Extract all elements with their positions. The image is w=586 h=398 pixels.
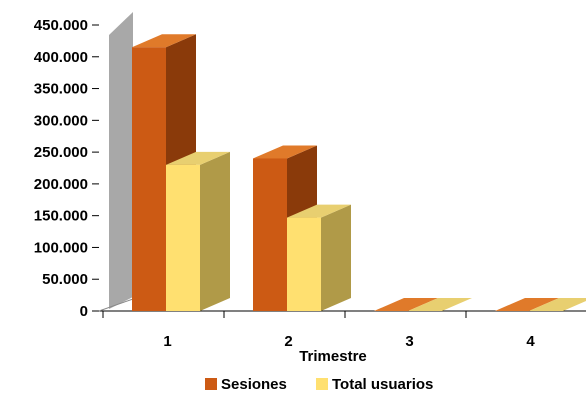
y-tick-label: 400.000	[34, 49, 88, 66]
x-tick-label: 4	[526, 333, 535, 350]
floor-edge	[98, 298, 134, 312]
y-tick-label: 350.000	[34, 81, 88, 98]
x-tick-label: 3	[405, 333, 413, 350]
bars	[132, 34, 586, 311]
bar-top	[132, 34, 196, 48]
bar-top	[287, 204, 351, 218]
bar-total-usuarios-2	[287, 204, 351, 311]
x-tick-label: 2	[284, 333, 292, 350]
bar-top	[166, 151, 230, 165]
bar-front	[287, 217, 321, 311]
legend-label: Total usuarios	[332, 376, 433, 393]
bar-total-usuarios-3	[408, 298, 472, 311]
y-tick-label: 0	[80, 303, 88, 320]
bar-front	[132, 47, 166, 311]
bar-total-usuarios-4	[529, 298, 586, 311]
y-tick-label: 100.000	[34, 239, 88, 256]
bar-side	[321, 204, 351, 311]
legend: Sesiones Total usuarios	[205, 376, 433, 393]
bar-top	[253, 145, 317, 159]
y-tick-label: 300.000	[34, 112, 88, 129]
bar-top	[374, 298, 438, 311]
y-tick-label: 450.000	[34, 17, 88, 34]
bar-total-usuarios-1	[166, 151, 230, 311]
bar-sesiones-3	[374, 298, 438, 311]
x-axis-title: Trimestre	[299, 348, 367, 365]
bar-front	[166, 164, 200, 311]
bar-top	[408, 298, 472, 311]
y-tick-label: 250.000	[34, 144, 88, 161]
bar-top	[495, 298, 559, 311]
y-tick-label: 50.000	[42, 271, 88, 288]
legend-label: Sesiones	[221, 376, 287, 393]
x-tick-label: 1	[163, 333, 171, 350]
legend-swatch	[316, 378, 328, 390]
x-axis-labels: 1 2 3 4	[163, 333, 535, 350]
legend-swatch	[205, 378, 217, 390]
bar-top	[529, 298, 586, 311]
bar-front	[253, 158, 287, 311]
y-tick-label: 200.000	[34, 176, 88, 193]
bar-sesiones-4	[495, 298, 559, 311]
y-axis-ticks: 0 50.000 100.000 150.000 200.000 250.000 300.0…	[34, 17, 99, 320]
back-wall	[109, 12, 133, 309]
back-wall-panel	[109, 12, 133, 309]
y-tick-label: 150.000	[34, 208, 88, 225]
bar-side	[200, 151, 230, 311]
